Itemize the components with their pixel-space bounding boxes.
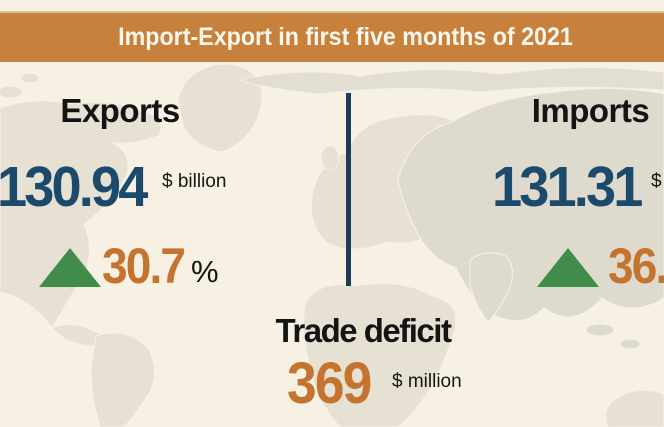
imports-growth-value: 36. <box>608 238 664 294</box>
exports-heading: Exports <box>60 92 180 129</box>
top-decor-strip <box>0 0 664 13</box>
trade-deficit-value: 369 <box>287 351 372 416</box>
imports-value: 131.31 <box>492 155 643 219</box>
imports-heading: Imports <box>531 92 650 129</box>
trade-deficit-unit: $ million <box>392 371 462 392</box>
exports-growth-unit: % <box>191 254 219 289</box>
header-bar: Import-Export in first five months of 20… <box>0 13 664 62</box>
exports-unit: $ billion <box>162 171 227 192</box>
vertical-divider <box>346 93 351 286</box>
exports-up-triangle-icon <box>39 248 101 287</box>
trade-deficit-heading: Trade deficit <box>275 312 452 349</box>
exports-value: 130.94 <box>0 155 148 219</box>
imports-up-triangle-icon <box>537 248 599 287</box>
page-title: Import-Export in first five months of 20… <box>117 23 573 51</box>
exports-growth-value: 30.7 <box>102 238 186 294</box>
imports-unit: $ <box>651 171 662 192</box>
